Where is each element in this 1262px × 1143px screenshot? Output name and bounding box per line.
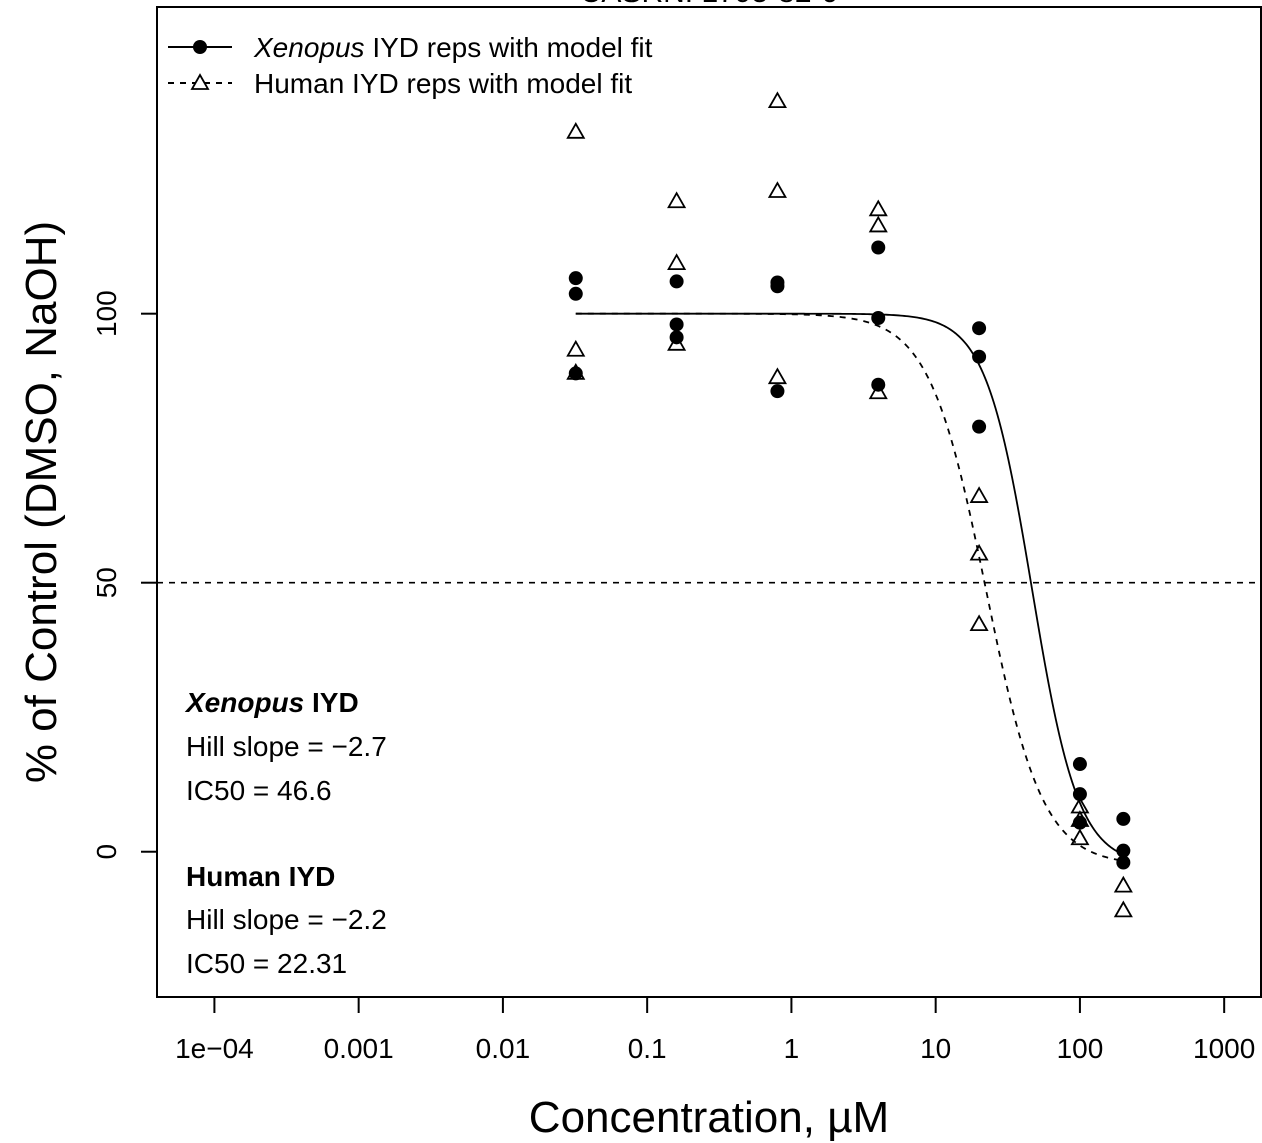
x-tick-label: 10	[920, 1033, 951, 1064]
x-tick-label: 0.1	[628, 1033, 667, 1064]
legend-human-marker	[190, 73, 210, 90]
y-axis-label: % of Control (DMSO, NaOH)	[17, 221, 66, 783]
legend-human-label: Human IYD reps with model fit	[254, 68, 632, 99]
x-axis-label: Concentration, µM	[529, 1093, 889, 1142]
xenopus-data-point	[1116, 855, 1131, 870]
x-tick-label: 100	[1057, 1033, 1104, 1064]
human-data-point	[969, 614, 989, 632]
human-data-point	[667, 334, 687, 351]
y-tick-label: 100	[91, 290, 122, 337]
xenopus-data-point	[972, 321, 987, 336]
legend: Xenopus IYD reps with model fit Human IY…	[168, 32, 653, 99]
plot-frame	[156, 6, 1262, 998]
xenopus-heading: Xenopus IYD	[184, 687, 359, 718]
human-data-point	[868, 382, 888, 400]
xenopus-hill-slope: Hill slope = −2.7	[186, 731, 387, 762]
legend-xenopus-marker	[193, 40, 207, 54]
x-tick-label: 0.01	[476, 1033, 531, 1064]
xenopus-data-point	[1072, 757, 1087, 772]
xenopus-data-point	[871, 310, 886, 325]
xenopus-data-point	[1116, 811, 1131, 826]
x-tick-label: 1000	[1193, 1033, 1255, 1064]
xenopus-data-point	[871, 240, 886, 255]
human-data-point	[868, 215, 888, 233]
xenopus-data-point	[1116, 843, 1131, 858]
xenopus-data-point	[669, 274, 684, 289]
xenopus-fit-curve	[575, 312, 1124, 856]
legend-xenopus-label: Xenopus IYD reps with model fit	[253, 32, 653, 63]
fit-annotations: Xenopus IYD Hill slope = −2.7 IC50 = 46.…	[184, 687, 387, 979]
human-data-point	[969, 543, 989, 561]
xenopus-data-point	[1072, 787, 1087, 802]
human-data-point	[667, 191, 687, 209]
human-data-point	[969, 486, 989, 503]
human-data-point	[1070, 810, 1090, 827]
xenopus-data-point	[972, 419, 987, 434]
human-fit-curve	[575, 312, 1124, 862]
x-tick-label: 0.001	[324, 1033, 394, 1064]
xenopus-data-point	[770, 279, 785, 294]
human-data-point	[767, 181, 787, 198]
xenopus-data-point	[972, 349, 987, 364]
human-heading: Human IYD	[186, 861, 335, 892]
human-data-point	[767, 367, 787, 385]
human-data-point	[667, 253, 687, 271]
human-data-point	[868, 199, 888, 217]
human-hill-slope: Hill slope = −2.2	[186, 904, 387, 935]
human-data-point	[1113, 900, 1133, 918]
y-tick-label: 50	[91, 567, 122, 598]
xenopus-data-point	[669, 317, 684, 332]
human-ic50: IC50 = 22.31	[186, 948, 347, 979]
chart-title: CASRN: 1795-82-0	[580, 0, 838, 9]
y-tick-label: 0	[91, 844, 122, 860]
x-tick-label: 1e−04	[175, 1033, 254, 1064]
human-data-point	[1113, 875, 1133, 893]
xenopus-ic50: IC50 = 46.6	[186, 775, 332, 806]
xenopus-data-point	[568, 271, 583, 286]
human-data-point	[566, 339, 586, 357]
human-data-point	[566, 122, 586, 139]
x-tick-label: 1	[784, 1033, 800, 1064]
human-data-point	[1070, 828, 1090, 846]
xenopus-data-point	[1072, 815, 1087, 830]
xenopus-data-point	[568, 286, 583, 301]
human-data-point	[767, 91, 787, 109]
xenopus-data-point	[770, 384, 785, 399]
human-data-point	[566, 363, 586, 380]
